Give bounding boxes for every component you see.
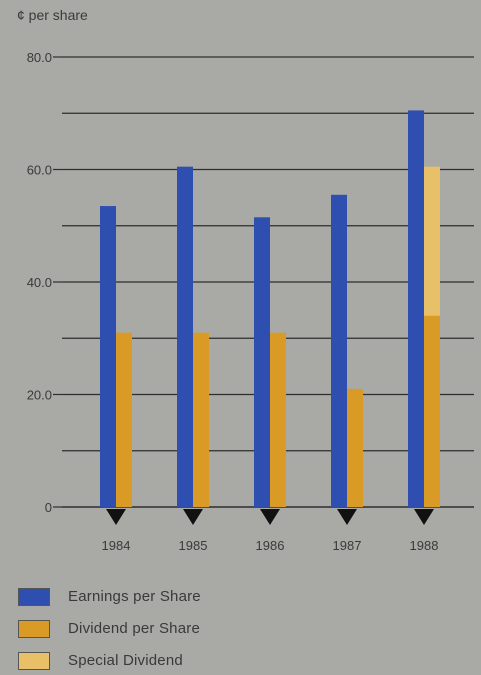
legend-swatch-special-dividend xyxy=(18,652,50,670)
chart-legend: Earnings per Share Dividend per Share Sp… xyxy=(18,586,201,671)
bar-tip-marker-1985 xyxy=(183,509,203,525)
bar-earnings-1985 xyxy=(177,167,193,507)
x-tick-label-1984: 1984 xyxy=(102,538,131,553)
y-axis-label: ¢ per share xyxy=(17,7,88,23)
bar-earnings-1986 xyxy=(254,217,270,507)
legend-item-dividend: Dividend per Share xyxy=(18,618,201,639)
x-tick-label-1988: 1988 xyxy=(410,538,439,553)
y-tick-label-2: 40.0 xyxy=(27,275,52,290)
bar-tip-marker-1986 xyxy=(260,509,280,525)
y-tick-label-0: 0 xyxy=(45,500,52,515)
bar-earnings-1984 xyxy=(100,206,116,507)
bar-special-dividend-1988 xyxy=(424,167,440,316)
bar-dividend-1988 xyxy=(424,316,440,507)
legend-label-earnings: Earnings per Share xyxy=(68,588,201,605)
legend-item-special-dividend: Special Dividend xyxy=(18,650,201,671)
bar-dividend-1984 xyxy=(116,333,132,507)
bar-tip-marker-1987 xyxy=(337,509,357,525)
bar-tip-marker-1984 xyxy=(106,509,126,525)
bar-earnings-1987 xyxy=(331,195,347,507)
bar-dividend-1987 xyxy=(347,389,363,507)
bar-dividend-1986 xyxy=(270,333,286,507)
x-tick-label-1986: 1986 xyxy=(256,538,285,553)
legend-item-earnings: Earnings per Share xyxy=(18,586,201,607)
bar-earnings-1988 xyxy=(408,110,424,507)
bar-chart: ¢ per share 0 20.0 40.0 60.0 80.0 1984 1985 1986… xyxy=(0,0,481,580)
bar-dividend-1985 xyxy=(193,333,209,507)
x-tick-label-1985: 1985 xyxy=(179,538,208,553)
y-tick-label-1: 20.0 xyxy=(27,388,52,403)
y-tick-label-3: 60.0 xyxy=(27,163,52,178)
bar-tip-marker-1988 xyxy=(414,509,434,525)
y-tick-label-4: 80.0 xyxy=(27,50,52,65)
legend-label-special-dividend: Special Dividend xyxy=(68,652,183,669)
legend-swatch-earnings xyxy=(18,588,50,606)
legend-label-dividend: Dividend per Share xyxy=(68,620,200,637)
x-tick-label-1987: 1987 xyxy=(333,538,362,553)
legend-swatch-dividend xyxy=(18,620,50,638)
